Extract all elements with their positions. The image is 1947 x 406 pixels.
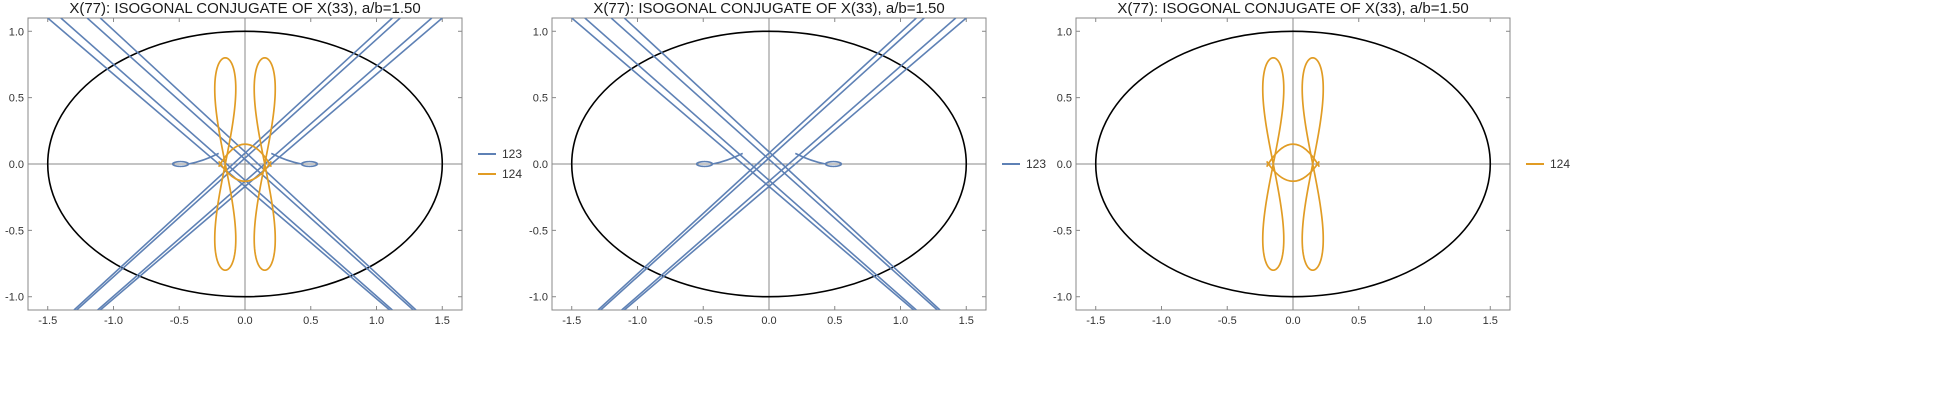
ellipse-curve	[46, 30, 444, 298]
legend-label-123: 123	[1026, 157, 1046, 171]
legend-label-124: 124	[1550, 157, 1570, 171]
x-tick-label: 0.0	[1285, 315, 1300, 327]
x-tick-label: 0.0	[237, 315, 252, 327]
series-123-arc	[712, 152, 744, 165]
series-123-branch-7	[623, 18, 967, 310]
x-tick-label: 1.5	[435, 315, 450, 327]
x-tick-label: 1.0	[369, 315, 384, 327]
x-tick-label: -1.0	[628, 315, 647, 327]
series-123-branch-1	[47, 18, 391, 310]
chart-panel-1: X(77): ISOGONAL CONJUGATE OF X(33), a/b=…	[5, 0, 522, 327]
legend-label-124: 124	[502, 167, 522, 181]
x-tick-label: -1.0	[104, 315, 123, 327]
series-123-branch-8	[597, 18, 917, 310]
chart-panel-3: X(77): ISOGONAL CONJUGATE OF X(33), a/b=…	[1053, 0, 1570, 327]
x-tick-label: 0.5	[303, 315, 318, 327]
y-tick-label: 0.0	[533, 159, 548, 171]
x-tick-label: 1.5	[1483, 315, 1498, 327]
y-tick-label: 0.0	[9, 159, 24, 171]
y-tick-label: -0.5	[1053, 225, 1072, 237]
series-123-branch-4	[99, 18, 417, 310]
x-tick-label: 0.0	[761, 315, 776, 327]
y-tick-label: 1.0	[533, 26, 548, 38]
y-tick-label: -1.0	[5, 292, 24, 304]
x-tick-label: 1.5	[959, 315, 974, 327]
series-124-center-arcs	[1265, 143, 1321, 183]
series-123-branch-8	[73, 18, 393, 310]
series-124-curve	[1301, 56, 1325, 272]
x-tick-label: -1.5	[38, 315, 57, 327]
y-tick-label: -0.5	[529, 225, 548, 237]
series-123-branch-2	[86, 18, 414, 310]
series-124-curve	[1261, 56, 1285, 272]
y-tick-label: 0.0	[1057, 159, 1072, 171]
series-123-branch-2	[610, 18, 938, 310]
series-123-branch-7	[99, 18, 443, 310]
x-tick-label: 1.0	[1417, 315, 1432, 327]
x-tick-label: -1.0	[1152, 315, 1171, 327]
ellipse-curve	[1094, 30, 1492, 298]
y-tick-label: 0.5	[533, 93, 548, 105]
y-tick-label: -1.0	[1053, 292, 1072, 304]
x-tick-label: 0.5	[1351, 315, 1366, 327]
ellipse-curve	[570, 30, 968, 298]
x-tick-label: -1.5	[562, 315, 581, 327]
series-123-arc	[270, 152, 302, 165]
series-123-branch-4	[623, 18, 941, 310]
series-123-branch-6	[76, 18, 401, 310]
y-tick-label: -1.0	[529, 292, 548, 304]
y-tick-label: 1.0	[1057, 26, 1072, 38]
x-tick-label: 1.0	[893, 315, 908, 327]
x-tick-label: 0.5	[827, 315, 842, 327]
y-tick-label: -0.5	[5, 225, 24, 237]
chart-panel-2: X(77): ISOGONAL CONJUGATE OF X(33), a/b=…	[529, 0, 1046, 327]
chart-title: X(77): ISOGONAL CONJUGATE OF X(33), a/b=…	[593, 0, 944, 17]
y-tick-label: 0.5	[9, 93, 24, 105]
x-tick-label: -1.5	[1086, 315, 1105, 327]
chart-title: X(77): ISOGONAL CONJUGATE OF X(33), a/b=…	[1117, 0, 1468, 17]
x-tick-label: -0.5	[694, 315, 713, 327]
series-124-curve	[213, 56, 237, 272]
x-tick-label: -0.5	[170, 315, 189, 327]
series-123-branch-5	[621, 18, 957, 310]
series-123-branch-6	[600, 18, 925, 310]
series-123-arc	[188, 152, 220, 165]
chart-title: X(77): ISOGONAL CONJUGATE OF X(33), a/b=…	[69, 0, 420, 17]
series-123-branch-3	[60, 18, 393, 310]
series-124-curve	[253, 56, 277, 272]
series-123-branch-1	[571, 18, 915, 310]
legend-label-123: 123	[502, 147, 522, 161]
y-tick-label: 1.0	[9, 26, 24, 38]
series-124-center-arcs	[217, 143, 273, 183]
x-tick-label: -0.5	[1218, 315, 1237, 327]
y-tick-label: 0.5	[1057, 93, 1072, 105]
series-123-branch-3	[584, 18, 917, 310]
series-123-arc	[794, 152, 826, 165]
